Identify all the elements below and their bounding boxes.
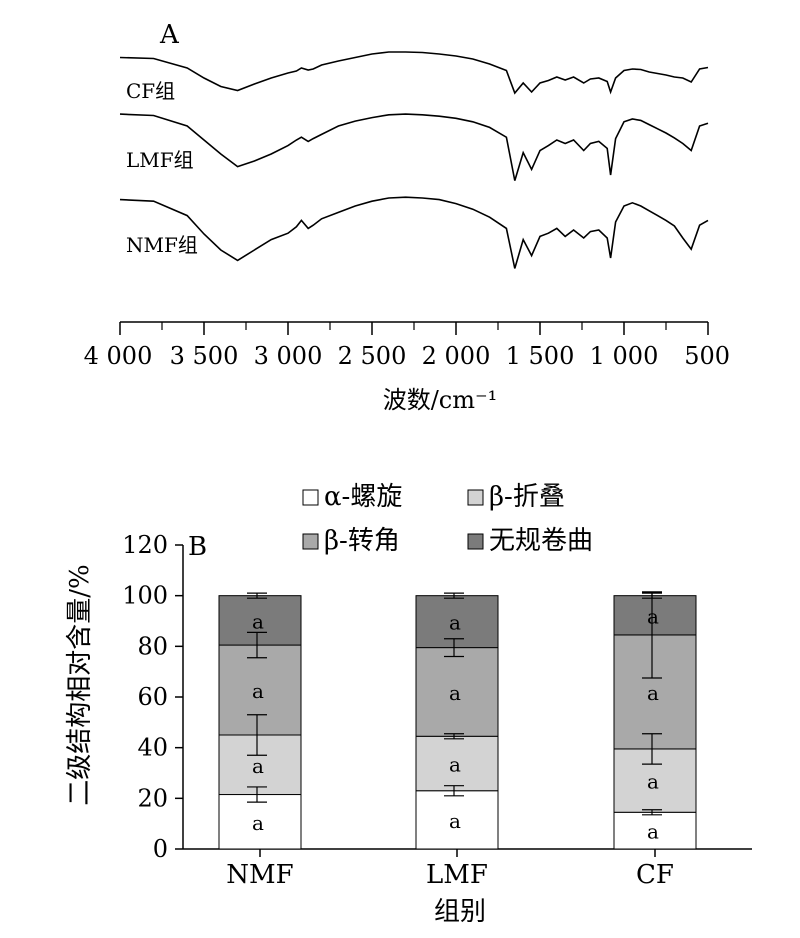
spectrum-name: NMF组 (126, 233, 198, 257)
x-tick-label: 1 000 (590, 342, 659, 370)
significance-label: a (252, 754, 264, 778)
category-label: NMF (226, 860, 293, 890)
x-tick-label: 2 500 (338, 342, 407, 370)
y-tick-label: 120 (122, 531, 168, 559)
bar-segment (613, 595, 697, 636)
stacked-bars: a a a a a a a a a a a a (218, 591, 697, 850)
ftir-panel: A CF组 LMF组 NMF组 4 000 3 500 3 000 2 500 2 000 1… (84, 20, 730, 414)
significance-label: a (252, 609, 264, 633)
legend-swatch (467, 533, 484, 550)
legend-label: α-螺旋 (324, 482, 402, 512)
significance-label: a (647, 770, 659, 794)
y-axis-title: 二级结构相对含量/% (65, 564, 95, 805)
category-label: CF (636, 860, 674, 890)
spectrum-line (119, 196, 709, 269)
x-tick-label: 2 000 (422, 342, 491, 370)
y-tick-label: 60 (137, 683, 168, 711)
y-tick-label: 0 (153, 835, 168, 863)
panel-a-label: A (159, 20, 180, 50)
secondary-structure-panel: α-螺旋 β-折叠 β-转角 无规卷曲 B 二级结构相对含量/% 0 20 40 60 80 1… (65, 482, 752, 927)
y-tick-label: 100 (122, 582, 168, 610)
y-axis-ticks: 0 20 40 60 80 100 120 (122, 531, 183, 863)
x-tick-label: 500 (684, 342, 730, 370)
bar-segment (218, 734, 302, 796)
spectrum-line (119, 113, 709, 181)
significance-label: a (449, 753, 461, 777)
x-tick-label: 3 500 (170, 342, 239, 370)
legend-swatch (302, 533, 319, 550)
x-axis-title: 波数/cm⁻¹ (383, 386, 498, 414)
x-axis-title: 组别 (434, 897, 486, 927)
bar-segment (218, 595, 302, 646)
y-tick-label: 20 (137, 784, 168, 812)
spectra-labels: CF组 LMF组 NMF组 (126, 79, 198, 257)
category-label: LMF (426, 860, 488, 890)
bar-segment (415, 647, 499, 737)
significance-label: a (647, 820, 659, 844)
bar-segment (415, 790, 499, 850)
x-tick-label: 1 500 (506, 342, 575, 370)
x-axis-ticks: 4 000 3 500 3 000 2 500 2 000 1 500 1 000 500 (84, 322, 730, 370)
legend-label: β-转角 (324, 526, 400, 556)
significance-label: a (252, 679, 264, 703)
significance-label: a (647, 604, 659, 628)
bar-segment (415, 735, 499, 792)
y-tick-label: 80 (137, 632, 168, 660)
spectrum-line (119, 51, 709, 95)
legend-label: 无规卷曲 (489, 526, 593, 556)
x-tick-label: 3 000 (254, 342, 323, 370)
significance-label: a (449, 809, 461, 833)
significance-label: a (449, 611, 461, 635)
spectra-group (119, 51, 709, 269)
legend-swatch (302, 489, 319, 506)
bar-segment (218, 644, 302, 736)
legend: α-螺旋 β-折叠 β-转角 无规卷曲 (302, 482, 593, 556)
category-labels: NMF LMF CF (226, 849, 674, 890)
spectrum-name: LMF组 (126, 148, 194, 172)
significance-label: a (647, 681, 659, 705)
legend-swatch (467, 489, 484, 506)
legend-label: β-折叠 (489, 482, 565, 512)
significance-label: a (252, 811, 264, 835)
bar-segment (613, 634, 697, 750)
x-tick-label: 4 000 (84, 342, 153, 370)
spectrum-name: CF组 (126, 79, 175, 103)
panel-b-label: B (188, 532, 207, 562)
significance-label: a (449, 681, 461, 705)
y-tick-label: 40 (137, 734, 168, 762)
